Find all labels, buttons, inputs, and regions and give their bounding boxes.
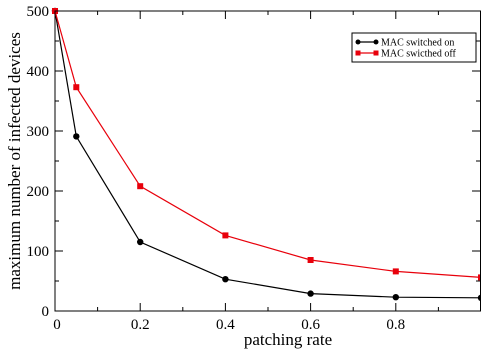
data-point xyxy=(478,274,481,281)
legend-entry: MAC switched on xyxy=(355,38,454,49)
data-point xyxy=(222,276,229,283)
x-tick-label: 0.6 xyxy=(301,317,320,333)
legend-label: MAC swicthed off xyxy=(381,49,456,60)
data-point xyxy=(392,294,399,301)
data-point xyxy=(137,238,144,246)
y-tick-label: 0 xyxy=(42,304,50,320)
tick-marks xyxy=(54,10,481,312)
y-axis-label: maximum number of infected devices xyxy=(5,32,24,290)
y-tick-label: 300 xyxy=(27,124,50,140)
data-point xyxy=(73,84,80,91)
data-point xyxy=(73,133,80,140)
y-tick-label: 400 xyxy=(27,64,50,80)
x-tick-label: 0.4 xyxy=(216,317,235,333)
data-point xyxy=(137,183,144,190)
data-point xyxy=(307,257,314,263)
tick-labels: 0 0.2 0.4 0.6 0.8 0 100 200 300 400 500 xyxy=(27,4,406,333)
data-point xyxy=(392,268,399,275)
data-point xyxy=(307,290,314,297)
legend-label: MAC switched on xyxy=(381,38,454,49)
legend-box xyxy=(351,32,477,63)
y-tick-label: 200 xyxy=(27,184,50,200)
legend-marker xyxy=(373,50,379,56)
x-tick-label: 0.8 xyxy=(386,317,405,333)
x-axis-label: patching rate xyxy=(244,330,332,349)
legend-marker xyxy=(355,39,361,45)
y-tick-label: 100 xyxy=(27,244,50,260)
legend-marker xyxy=(373,39,379,45)
legend-marker xyxy=(355,50,361,56)
legend-entry: MAC swicthed off xyxy=(355,49,456,60)
x-tick-label: 0.2 xyxy=(131,317,150,333)
data-point xyxy=(222,232,229,239)
x-tick-label: 0 xyxy=(53,317,61,333)
y-tick-label: 500 xyxy=(27,4,50,20)
